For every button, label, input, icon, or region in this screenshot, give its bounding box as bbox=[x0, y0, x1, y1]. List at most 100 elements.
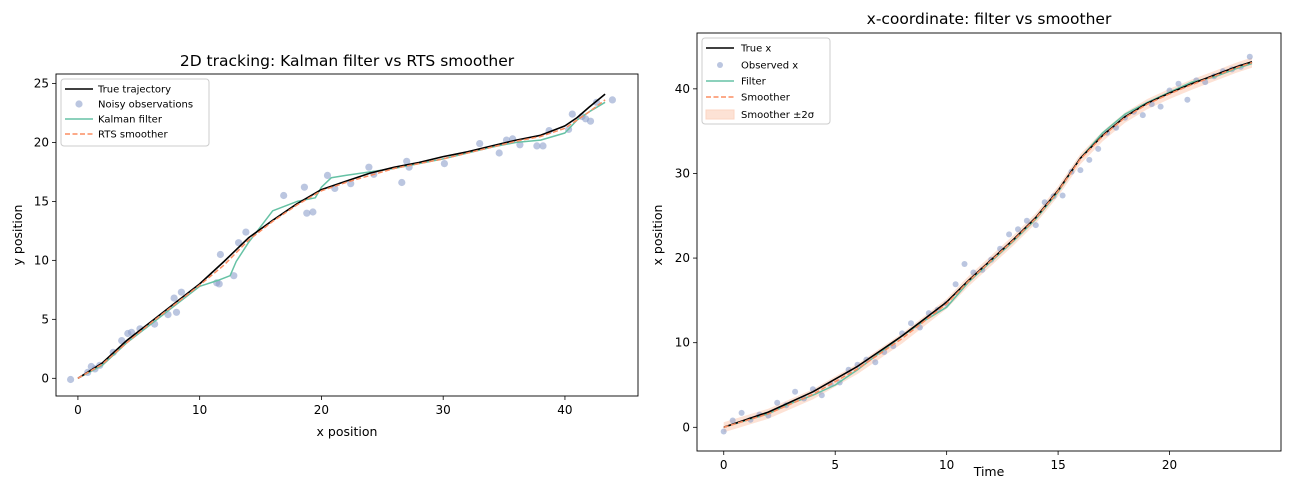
legend-label-smoother-band: Smoother ±2σ bbox=[741, 110, 815, 121]
legend-label-rts-smoother: RTS smoother bbox=[98, 130, 168, 141]
legend-swatch-smoother-band bbox=[705, 109, 735, 120]
observation-point bbox=[952, 281, 959, 288]
observation-point bbox=[177, 288, 185, 296]
observation-point bbox=[172, 308, 181, 316]
observation-point bbox=[170, 294, 178, 302]
observation-point bbox=[495, 149, 503, 157]
observation-point bbox=[215, 280, 223, 288]
legend-label-filter: Filter bbox=[741, 77, 767, 88]
observation-point bbox=[280, 191, 288, 200]
observation-point bbox=[323, 171, 332, 179]
observation-point bbox=[216, 250, 224, 259]
legend-swatch-observed-x bbox=[717, 62, 723, 68]
x-axis-label: x position bbox=[317, 424, 378, 439]
legend: True x Observed x Filter Smoother Smooth… bbox=[701, 37, 831, 125]
observation-point bbox=[1246, 53, 1253, 60]
observation-point bbox=[1006, 231, 1013, 238]
observation-point bbox=[1086, 156, 1093, 163]
observation-point bbox=[516, 141, 524, 149]
y-tick-label: 5 bbox=[41, 312, 49, 326]
observation-point bbox=[1175, 80, 1182, 87]
observation-point bbox=[872, 359, 879, 366]
observation-point bbox=[1023, 217, 1030, 224]
tick-labels: 0 10 20 30 40 0 5 10 15 20 25 bbox=[34, 76, 573, 417]
observation-point bbox=[539, 142, 547, 150]
x-axis-label: Time bbox=[973, 464, 1005, 479]
y-tick-label: 40 bbox=[675, 82, 690, 96]
y-axis-label: x position bbox=[650, 205, 665, 266]
observation-point bbox=[309, 208, 317, 216]
observation-point bbox=[403, 157, 411, 165]
observation-point bbox=[303, 209, 311, 217]
series-rts-smoother bbox=[77, 99, 606, 379]
y-tick-label: 0 bbox=[41, 371, 49, 385]
axes-frame bbox=[55, 73, 639, 397]
y-axis-label: y position bbox=[10, 205, 25, 266]
y-tick-label: 10 bbox=[675, 336, 690, 350]
observation-point bbox=[818, 392, 825, 399]
series-smoother bbox=[723, 61, 1253, 429]
y-tick-label: 0 bbox=[682, 420, 690, 434]
legend-label-smoother: Smoother bbox=[741, 93, 791, 104]
observation-point bbox=[792, 388, 799, 395]
observation-point bbox=[476, 140, 484, 148]
observation-point bbox=[1032, 222, 1039, 229]
observation-point bbox=[1095, 145, 1102, 152]
observation-point bbox=[1015, 226, 1021, 233]
observation-point bbox=[1059, 192, 1066, 199]
tick-labels: 0 5 10 15 20 0 10 20 30 40 bbox=[675, 82, 1177, 472]
y-tick-label: 15 bbox=[34, 194, 49, 208]
legend-label-noisy-observations: Noisy observations bbox=[98, 100, 193, 111]
observation-point bbox=[235, 239, 243, 247]
observation-point bbox=[961, 261, 968, 267]
legend-label-true-trajectory: True trajectory bbox=[97, 85, 171, 96]
y-tick-label: 10 bbox=[34, 253, 49, 267]
x-tick-label: 20 bbox=[1162, 458, 1177, 472]
chart-title: 2D tracking: Kalman filter vs RTS smooth… bbox=[180, 52, 515, 70]
x-tick-label: 10 bbox=[939, 458, 954, 472]
x-tick-label: 5 bbox=[831, 458, 839, 472]
observation-point bbox=[300, 183, 308, 191]
observation-point bbox=[533, 142, 541, 150]
legend-label-true-x: True x bbox=[740, 44, 771, 55]
x-tick-label: 15 bbox=[1050, 458, 1065, 472]
y-tick-label: 30 bbox=[675, 166, 690, 180]
chart-x-coordinate: x-coordinate: filter vs smoother 0 5 10 15 2… bbox=[650, 10, 1282, 479]
observation-point bbox=[729, 417, 736, 424]
x-tick-label: 0 bbox=[74, 403, 82, 417]
observation-point bbox=[908, 320, 914, 327]
x-tick-label: 20 bbox=[314, 403, 329, 417]
x-tick-label: 30 bbox=[436, 403, 451, 417]
legend-label-kalman-filter: Kalman filter bbox=[98, 115, 163, 126]
observation-point bbox=[347, 180, 355, 188]
observation-point bbox=[67, 375, 75, 384]
x-tick-label: 40 bbox=[557, 403, 572, 417]
y-tick-label: 20 bbox=[34, 135, 49, 149]
observation-point bbox=[127, 328, 136, 336]
observation-point bbox=[608, 96, 617, 104]
series-true-trajectory bbox=[77, 93, 606, 379]
observation-point bbox=[365, 163, 373, 171]
legend-box bbox=[60, 78, 210, 147]
x-tick-label: 10 bbox=[192, 403, 207, 417]
observation-point bbox=[242, 228, 250, 236]
legend-swatch-noisy-observations bbox=[75, 100, 83, 108]
observation-point bbox=[720, 428, 727, 435]
observation-point bbox=[774, 399, 781, 406]
axes-frame bbox=[696, 32, 1282, 452]
y-tick-label: 20 bbox=[675, 251, 690, 265]
chart-2d-tracking: 2D tracking: Kalman filter vs RTS smooth… bbox=[10, 52, 639, 439]
x-tick-label: 0 bbox=[720, 458, 728, 472]
observation-point bbox=[1077, 167, 1084, 174]
legend: True trajectory Noisy observations Kalma… bbox=[60, 78, 210, 147]
observation-point bbox=[738, 409, 745, 416]
observation-point bbox=[1139, 112, 1146, 119]
observation-point bbox=[398, 178, 406, 187]
plot-area bbox=[67, 93, 617, 384]
y-tick-label: 25 bbox=[34, 76, 49, 90]
series-kalman-filter bbox=[77, 101, 606, 379]
observation-point bbox=[1157, 103, 1164, 110]
observation-point bbox=[440, 160, 448, 168]
observation-point bbox=[230, 272, 238, 280]
